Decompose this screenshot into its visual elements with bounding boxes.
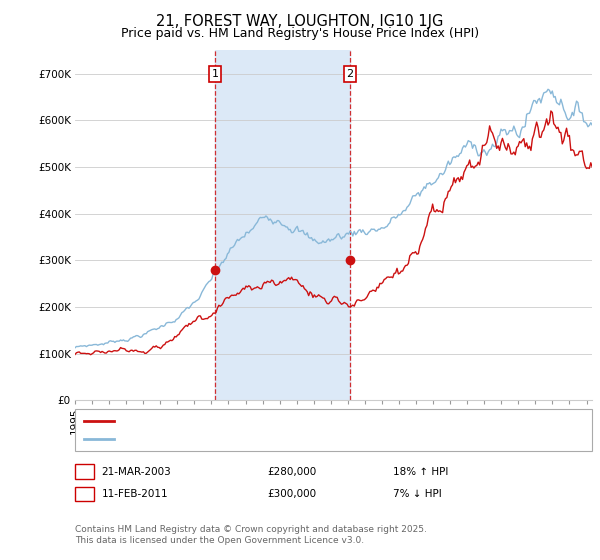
Text: 2: 2 <box>346 69 353 79</box>
Text: £280,000: £280,000 <box>267 466 316 477</box>
Text: Contains HM Land Registry data © Crown copyright and database right 2025.
This d: Contains HM Land Registry data © Crown c… <box>75 525 427 545</box>
Text: 21-MAR-2003: 21-MAR-2003 <box>101 466 171 477</box>
Text: 18% ↑ HPI: 18% ↑ HPI <box>393 466 448 477</box>
Text: 7% ↓ HPI: 7% ↓ HPI <box>393 489 442 499</box>
Text: 1: 1 <box>211 69 218 79</box>
Text: 1: 1 <box>81 466 88 477</box>
Text: Price paid vs. HM Land Registry's House Price Index (HPI): Price paid vs. HM Land Registry's House … <box>121 27 479 40</box>
Text: 21, FOREST WAY, LOUGHTON, IG10 1JG (semi-detached house): 21, FOREST WAY, LOUGHTON, IG10 1JG (semi… <box>120 416 448 426</box>
Text: 21, FOREST WAY, LOUGHTON, IG10 1JG: 21, FOREST WAY, LOUGHTON, IG10 1JG <box>157 14 443 29</box>
Text: HPI: Average price, semi-detached house, Epping Forest: HPI: Average price, semi-detached house,… <box>120 434 413 444</box>
Text: 2: 2 <box>81 489 88 499</box>
Text: 11-FEB-2011: 11-FEB-2011 <box>101 489 168 499</box>
Bar <box>215 50 350 400</box>
Text: £300,000: £300,000 <box>267 489 316 499</box>
